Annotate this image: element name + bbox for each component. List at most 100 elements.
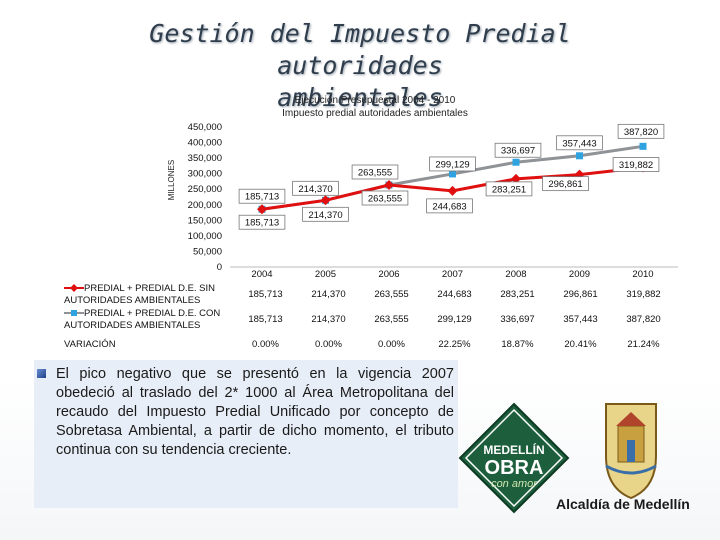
data-label-con-autoridades: 336,697	[501, 146, 535, 157]
slide-title: Gestión del Impuesto Predial autoridades…	[60, 18, 660, 114]
data-label-sin-autoridades: 283,251	[492, 184, 526, 195]
table-cell: 319,882	[626, 289, 661, 300]
table-cell: 263,555	[374, 314, 409, 325]
table-row-sin-autoridades: PREDIAL + PREDIAL D.E. SIN AUTORIDADES A…	[60, 282, 675, 307]
data-table: PREDIAL + PREDIAL D.E. SIN AUTORIDADES A…	[60, 282, 675, 357]
text-box	[34, 360, 458, 508]
table-cell: 0.00%	[315, 339, 342, 350]
data-label-con-autoridades-box	[617, 123, 665, 139]
x-tick-label: 2008	[505, 269, 526, 280]
x-tick-label: 2006	[378, 269, 399, 280]
table-cell: 214,370	[311, 289, 346, 300]
table-row-variacion: VARIACIÓN 0.00% 0.00% 0.00% 22.25% 18.87% 20.4…	[60, 332, 675, 357]
data-label-con-autoridades-box	[494, 142, 542, 158]
legend-marker-icon	[64, 283, 84, 292]
x-tick-label: 2004	[251, 269, 272, 280]
alcaldia-name: Alcaldía de Medellín	[556, 496, 690, 512]
y-tick-label: 50,000	[193, 246, 222, 257]
data-label-con-autoridades: 299,129	[435, 159, 469, 170]
data-label-sin-autoridades-box	[302, 206, 349, 222]
x-tick-label: 2005	[315, 269, 336, 280]
alcaldia-logo: MEDELLÍN OBRA con amor Alcaldía de Medel…	[458, 402, 690, 514]
bullet-icon	[37, 369, 46, 378]
x-tick-label: 2010	[632, 269, 653, 280]
data-label-con-autoridades: 185,713	[245, 192, 279, 203]
badge-line-2: OBRA	[485, 457, 544, 479]
table-cell: 283,251	[500, 289, 535, 300]
data-label-sin-autoridades: 296,861	[548, 179, 582, 190]
data-label-con-autoridades-box	[429, 156, 476, 172]
slide-title-line-1: Gestión del Impuesto Predial autoridades	[149, 19, 571, 80]
data-label-con-autoridades-box	[556, 135, 603, 151]
data-label-sin-autoridades: 185,713	[245, 218, 279, 229]
y-tick-label: 0	[217, 262, 222, 273]
y-axis-label: MILLONES	[167, 160, 176, 200]
legend-entry: VARIACIÓN	[64, 338, 116, 350]
chart-title: Ejecución Presupuestal 2004 - 2010	[294, 95, 456, 106]
table-cell: 296,861	[563, 289, 598, 300]
data-label-con-autoridades: 387,820	[624, 127, 658, 138]
y-tick-label: 150,000	[188, 215, 222, 226]
data-label-sin-autoridades-box	[542, 176, 589, 192]
data-label-con-autoridades-box	[351, 164, 399, 180]
table-cell: 214,370	[311, 314, 346, 325]
data-label-sin-autoridades-box	[426, 198, 473, 214]
series-point-sin-autoridades	[257, 204, 267, 215]
y-tick-label: 450,000	[188, 122, 222, 133]
chart-title-block: Ejecución Presupuestal 2004 - 2010 Impue…	[200, 94, 550, 120]
data-label-sin-autoridades: 319,882	[619, 160, 653, 171]
series-point-con-autoridades	[576, 152, 583, 160]
data-label-con-autoridades: 214,370	[298, 184, 332, 195]
data-label-con-autoridades-box	[238, 188, 286, 204]
table-row-con-autoridades: PREDIAL + PREDIAL D.E. CON AUTORIDADES A…	[60, 307, 675, 332]
data-label-sin-autoridades: 244,683	[432, 201, 466, 212]
series-point-con-autoridades	[512, 158, 520, 166]
series-point-con-autoridades	[639, 142, 647, 150]
table-cell: 18.87%	[501, 339, 534, 350]
data-label-sin-autoridades-box	[485, 181, 533, 197]
data-label-con-autoridades: 357,443	[562, 138, 596, 149]
data-label-sin-autoridades: 263,555	[368, 194, 402, 205]
table-cell: 357,443	[563, 314, 598, 325]
table-cell: 185,713	[248, 289, 283, 300]
legend-entry: PREDIAL + PREDIAL D.E. CON AUTORIDADES A…	[64, 307, 221, 331]
data-label-sin-autoridades-box	[612, 157, 660, 172]
table-cell: 263,555	[374, 289, 409, 300]
table-cell: 20.41%	[564, 339, 597, 350]
table-cell: 299,129	[437, 314, 472, 325]
legend-entry: PREDIAL + PREDIAL D.E. SIN AUTORIDADES A…	[64, 282, 216, 306]
table-cell: 336,697	[500, 314, 535, 325]
series-point-sin-autoridades	[511, 173, 521, 184]
series-point-con-autoridades	[449, 170, 456, 178]
y-tick-label: 100,000	[188, 231, 222, 242]
y-tick-label: 250,000	[188, 184, 222, 195]
table-cell: 0.00%	[378, 339, 405, 350]
y-tick-label: 300,000	[188, 169, 222, 180]
series-point-sin-autoridades	[320, 195, 331, 206]
y-tick-label: 350,000	[188, 153, 222, 164]
medellin-obra-badge: MEDELLÍN OBRA con amor	[458, 402, 570, 514]
city-coat-of-arms-icon	[605, 403, 657, 500]
table-cell: 387,820	[626, 314, 661, 325]
legend-marker-icon	[64, 309, 84, 316]
table-cell: 21.24%	[627, 339, 660, 350]
y-tick-label: 200,000	[188, 200, 222, 211]
table-cell: 22.25%	[438, 339, 471, 350]
x-tick-label: 2009	[569, 269, 590, 280]
table-cell: 185,713	[248, 314, 283, 325]
badge-line-1: MEDELLÍN	[483, 442, 544, 457]
table-cell: 244,683	[437, 289, 472, 300]
data-label-sin-autoridades-box	[361, 190, 409, 206]
series-point-sin-autoridades	[447, 185, 458, 196]
badge-line-3: con amor	[491, 478, 538, 490]
body-paragraph: El pico negativo que se presentó en la v…	[56, 366, 454, 458]
data-label-sin-autoridades-box	[238, 214, 286, 230]
y-tick-label: 400,000	[188, 138, 222, 149]
slide-title-line-2: ambientales	[277, 83, 443, 112]
data-label-con-autoridades-box	[292, 180, 339, 196]
table-cell: 0.00%	[252, 339, 279, 350]
x-tick-label: 2007	[442, 269, 463, 280]
chart-subtitle: Impuesto predial autoridades ambientales	[282, 108, 468, 119]
series-point-sin-autoridades	[384, 180, 394, 191]
